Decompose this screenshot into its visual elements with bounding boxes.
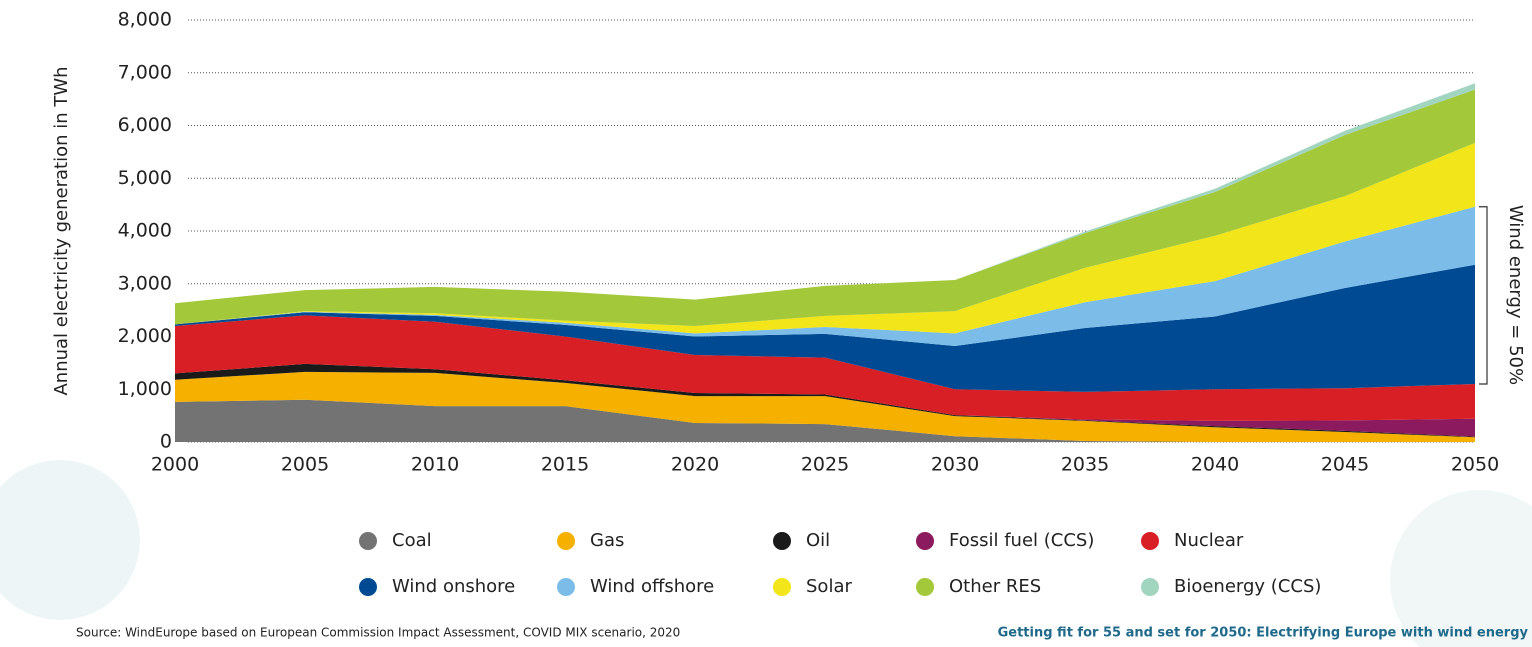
y-axis-title: Annual electricity generation in TWh: [51, 66, 72, 395]
y-tick-label: 4,000: [118, 220, 172, 242]
legend-marker: [773, 532, 791, 550]
legend-marker: [359, 532, 377, 550]
legend-marker: [359, 578, 377, 596]
area: [175, 89, 1475, 326]
x-tick-label: 2005: [281, 454, 329, 476]
x-tick-label: 2000: [151, 454, 199, 476]
legend-label: Nuclear: [1174, 530, 1244, 551]
legend-marker: [773, 578, 791, 596]
x-tick-label: 2030: [931, 454, 979, 476]
decoration: [1390, 490, 1532, 647]
area: [175, 363, 1475, 437]
y-tick-label: 0: [160, 431, 172, 453]
legend-label: Coal: [392, 530, 432, 551]
x-tick-label: 2015: [541, 454, 589, 476]
legend-marker: [1141, 532, 1159, 550]
y-tick-label: 5,000: [118, 167, 172, 189]
x-tick-label: 2020: [671, 454, 719, 476]
legend-marker: [557, 532, 575, 550]
legend-marker: [557, 578, 575, 596]
area: [175, 315, 1475, 421]
y-tick-label: 8,000: [118, 9, 172, 31]
y-tick-label: 1,000: [118, 378, 172, 400]
bracket: [1479, 206, 1488, 385]
area: [175, 399, 1475, 442]
legend-label: Gas: [590, 530, 624, 551]
legend-label: Fossil fuel (CCS): [949, 530, 1094, 551]
legend-label: Solar: [806, 576, 852, 597]
decoration: [0, 460, 140, 620]
y-tick-label: 2,000: [118, 325, 172, 347]
y-tick-label: 7,000: [118, 61, 172, 83]
y-tick-label: 3,000: [118, 272, 172, 294]
legend-label: Wind offshore: [590, 576, 714, 597]
legend-label: Wind onshore: [392, 576, 515, 597]
y-tick-label: 6,000: [118, 114, 172, 136]
source: Source: WindEurope based on European Com…: [76, 626, 680, 640]
legend-label: Oil: [806, 530, 830, 551]
area: [175, 371, 1475, 442]
annotation: Wind energy = 50%: [1505, 205, 1526, 385]
legend-marker: [916, 578, 934, 596]
legend-marker: [916, 532, 934, 550]
legend-marker: [1141, 578, 1159, 596]
footer-title: Getting fit for 55 and set for 2050: Ele…: [998, 626, 1529, 641]
area: [175, 264, 1475, 392]
area: [175, 142, 1475, 334]
x-tick-label: 2050: [1451, 454, 1499, 476]
legend-label: Other RES: [949, 576, 1041, 597]
area: [175, 206, 1475, 346]
area: [175, 363, 1475, 438]
x-tick-label: 2040: [1191, 454, 1239, 476]
x-tick-label: 2045: [1321, 454, 1369, 476]
x-tick-label: 2035: [1061, 454, 1109, 476]
x-tick-label: 2010: [411, 454, 459, 476]
x-tick-label: 2025: [801, 454, 849, 476]
legend-label: Bioenergy (CCS): [1174, 576, 1321, 597]
